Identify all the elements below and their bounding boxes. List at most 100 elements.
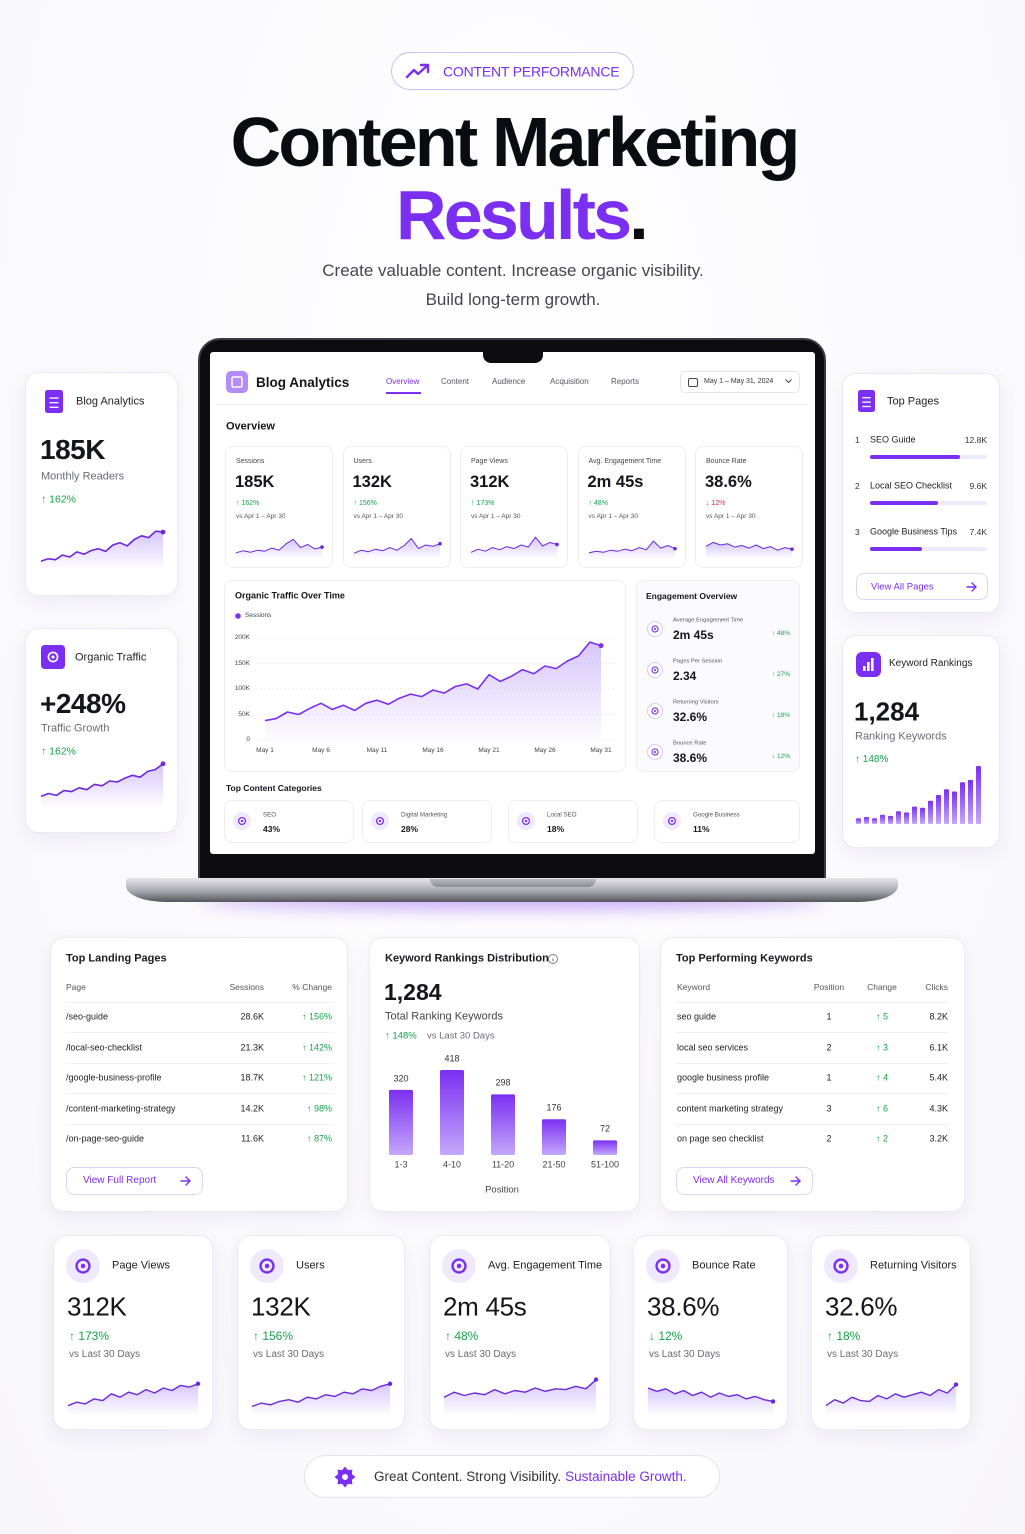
icon-glyph: [51, 655, 55, 659]
table-button[interactable]: [66, 1167, 203, 1195]
x-tick-label: May 31: [590, 747, 612, 755]
column-header: Position: [813, 981, 845, 992]
metric-change: ↑ 18%: [827, 1328, 861, 1343]
table-cell: ↑ 87%: [306, 1133, 332, 1144]
kpi-change: ↓ 12%: [706, 499, 726, 507]
title-line2: Results.: [396, 173, 649, 257]
icon-glyph: [653, 709, 657, 713]
icon-glyph: [524, 819, 528, 823]
categories-title: Top Content Categories: [226, 782, 322, 793]
icon: [824, 1249, 858, 1283]
y-tick-label: 0: [246, 736, 250, 744]
engagement-value: 2m 45s: [673, 627, 714, 642]
category-value: 18%: [547, 823, 565, 834]
nav-tab[interactable]: Content: [441, 377, 470, 387]
nav-tab[interactable]: Acquisition: [550, 377, 589, 387]
x-tick-label: 1-3: [394, 1159, 408, 1170]
table-cell: 21.3K: [240, 1042, 264, 1053]
bar: [542, 1119, 566, 1155]
x-tick-label: 11-20: [491, 1159, 515, 1170]
table-cell: 1: [826, 1072, 832, 1083]
x-axis-label: Position: [485, 1184, 519, 1196]
dist-bars: [389, 1070, 617, 1155]
line-end: [598, 643, 604, 649]
link-text[interactable]: View All Pages: [871, 581, 934, 593]
view-all-pages[interactable]: [856, 573, 988, 600]
bar: [944, 789, 949, 824]
engagement-label: Pages Per Session: [673, 658, 723, 665]
y-tick-label: 200K: [234, 634, 250, 642]
table-cell: ↑ 4: [875, 1072, 889, 1083]
bar-value-label: 320: [393, 1073, 409, 1084]
metric-title: Avg. Engagement Time: [488, 1259, 603, 1272]
metric-comparison: vs Last 30 Days: [69, 1349, 141, 1360]
spark-end: [770, 1399, 776, 1404]
title-line1: Content Marketing: [230, 103, 801, 181]
metric-value: 312K: [67, 1291, 127, 1322]
x-tick-label: 21-50: [542, 1159, 566, 1170]
keyword-value: 1,284: [854, 696, 920, 727]
kpi-comparison: vs Apr 1 – Apr 30: [236, 513, 286, 521]
icon-glyph: [651, 625, 659, 633]
icon-glyph: [833, 1258, 849, 1274]
side-card-title: Blog Analytics: [76, 395, 145, 408]
kpi-card: [460, 446, 568, 568]
kpi-label: Page Views: [471, 457, 508, 465]
table-cell: 28.6K: [240, 1011, 264, 1022]
nav-tab[interactable]: Audience: [492, 377, 526, 387]
kpi-value: 185K: [235, 473, 275, 492]
bar: [440, 1070, 464, 1155]
icon-bg: [226, 371, 248, 393]
metric-value: 38.6%: [647, 1291, 720, 1322]
category-value: 28%: [401, 823, 419, 834]
spark-line: [251, 1383, 391, 1408]
button-text[interactable]: View Full Report: [83, 1175, 157, 1186]
x-tick-label: May 26: [534, 747, 556, 755]
table-button[interactable]: [676, 1167, 813, 1195]
badge: [391, 52, 634, 90]
bar-value-label: 418: [444, 1053, 460, 1064]
tagline: Great Content. Strong Visibility.: [374, 1468, 562, 1484]
spark-area: [252, 1383, 390, 1414]
chevron-glyph: [785, 379, 792, 384]
spark-end: [437, 541, 442, 546]
kpi-comparison: vs Apr 1 – Apr 30: [353, 513, 404, 521]
button-text[interactable]: View All Keywords: [693, 1175, 775, 1186]
spark-line: [470, 536, 558, 553]
page-rank: 2: [855, 480, 860, 491]
row-divider: [676, 1093, 948, 1095]
metric-title: Users: [296, 1259, 325, 1272]
dist-title: Keyword Rankings Distribution: [385, 952, 549, 965]
icon: [233, 812, 251, 830]
sparkline: [705, 541, 794, 558]
nav-tab[interactable]: Overview: [386, 377, 420, 387]
engagement-label: Average Engagement Time: [673, 617, 744, 624]
row-divider: [66, 1062, 334, 1064]
table-cell: 14.2K: [240, 1103, 264, 1114]
tagline-highlight: Sustainable Growth.: [565, 1468, 687, 1484]
footer-icon: [334, 1466, 356, 1488]
nav-tab[interactable]: Reports: [611, 377, 640, 387]
app-logo: [226, 371, 248, 393]
engagement-change: ↑ 48%: [771, 630, 790, 638]
bar: [904, 812, 909, 824]
kpi-change: ↑ 48%: [588, 499, 608, 507]
table-cell: 6.1K: [929, 1042, 948, 1053]
spark-end: [593, 1377, 599, 1382]
spark-area: [68, 1383, 198, 1414]
bar: [968, 779, 973, 824]
x-tick-label: May 11: [366, 747, 388, 755]
icon: [517, 812, 535, 830]
row-divider: [676, 1123, 948, 1125]
y-tick-label: 100K: [234, 685, 250, 693]
date-range: May 1 – May 31, 2024: [704, 377, 774, 385]
spark-line: [443, 1379, 597, 1398]
engagement-value: 32.6%: [673, 709, 708, 724]
icon-glyph: [670, 819, 674, 823]
column-header: Sessions: [229, 981, 265, 992]
sparkline: [647, 1387, 776, 1414]
page-rank: 3: [855, 526, 860, 537]
page-value: 12.8K: [964, 434, 987, 445]
table-cell: 1: [826, 1011, 832, 1022]
date-picker[interactable]: [680, 371, 800, 393]
